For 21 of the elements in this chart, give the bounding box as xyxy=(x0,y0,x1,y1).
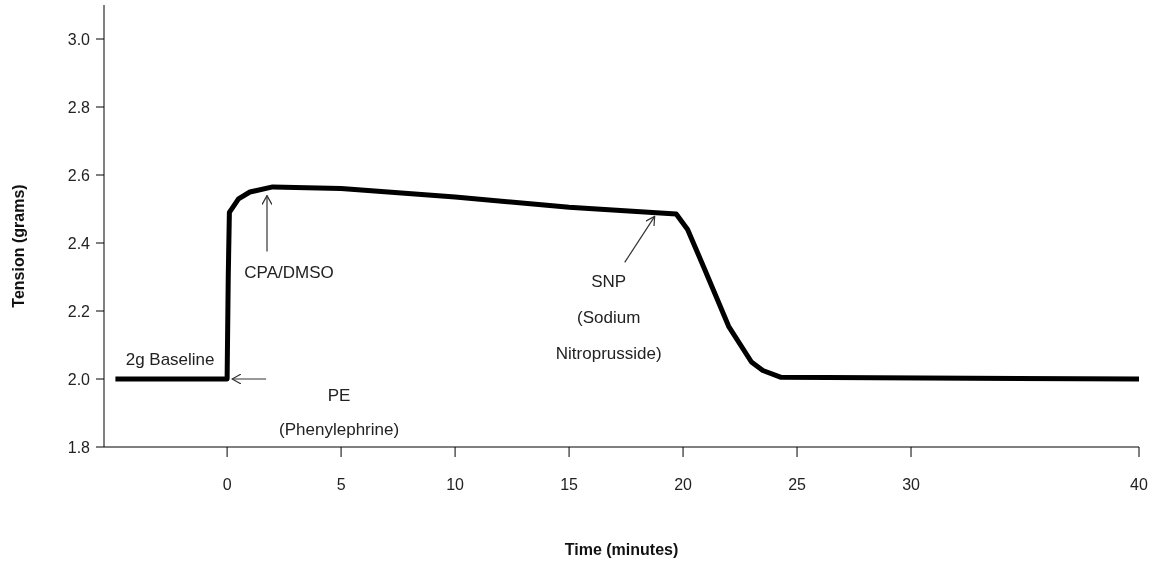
x-tick-label: 15 xyxy=(560,476,579,494)
x-tick-label: 10 xyxy=(446,476,465,494)
x-tick-label: 30 xyxy=(902,476,921,494)
x-tick-label: 0 xyxy=(222,476,232,494)
annotation: SNP (Sodium Nitroprusside) xyxy=(555,272,662,364)
y-tick-label: 2.0 xyxy=(67,370,91,388)
y-tick-label: 1.8 xyxy=(67,438,91,456)
y-tick-label: 2.4 xyxy=(67,234,91,252)
x-tick-label: 40 xyxy=(1130,476,1148,494)
annotation: 2g Baseline xyxy=(125,350,215,369)
x-tick-label: 5 xyxy=(336,476,346,494)
y-axis-title: Tension (grams) xyxy=(10,184,27,308)
y-tick-label: 2.2 xyxy=(67,302,91,320)
x-tick-label: 20 xyxy=(674,476,693,494)
y-tick-label: 2.8 xyxy=(67,98,91,116)
x-tick-label: 25 xyxy=(788,476,807,494)
annotation: CPA/DMSO xyxy=(244,262,334,282)
annotation: PE (Phenylephrine) xyxy=(279,386,400,439)
y-tick-label: 2.6 xyxy=(67,166,91,184)
y-tick-label: 3.0 xyxy=(67,30,91,48)
x-axis-title: Time (minutes) xyxy=(564,541,679,558)
